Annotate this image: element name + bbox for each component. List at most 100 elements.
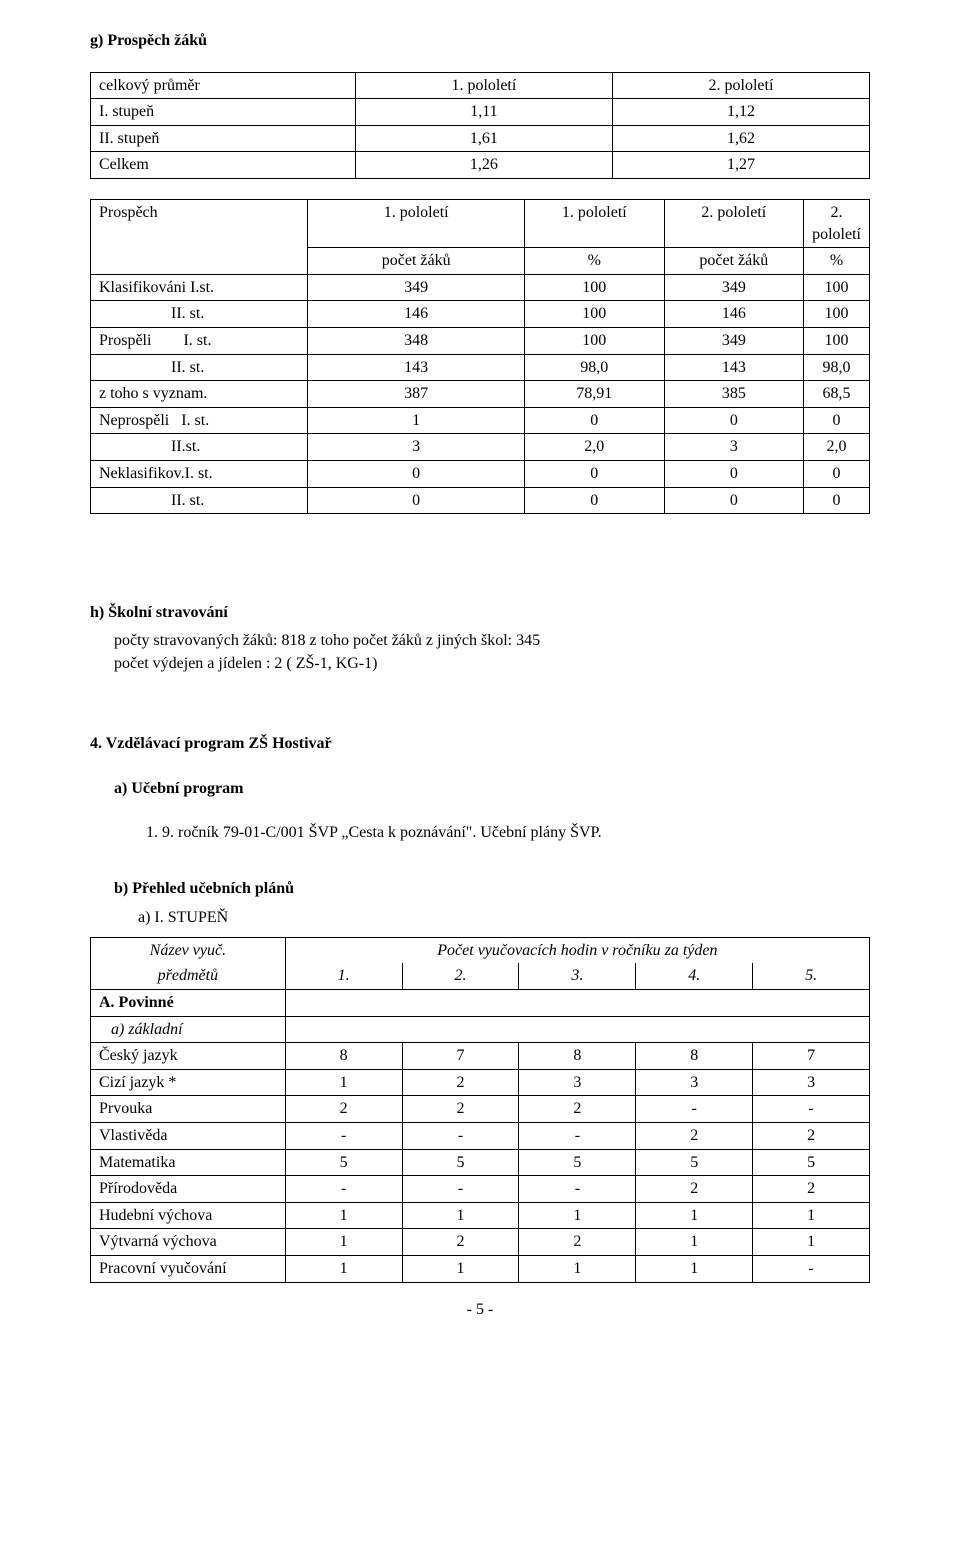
t2-h4b: % xyxy=(804,248,870,275)
table-cell: - xyxy=(519,1123,636,1150)
table-cell: Český jazyk xyxy=(91,1043,286,1070)
table-cell: 0 xyxy=(804,460,870,487)
table-cell: Prvouka xyxy=(91,1096,286,1123)
table-cell: 0 xyxy=(664,460,804,487)
table-cell: - xyxy=(402,1176,519,1203)
table-cell: 1 xyxy=(753,1229,870,1256)
table-cell: 1 xyxy=(402,1202,519,1229)
t2-h2a: 1. pololetí xyxy=(525,199,665,247)
table-cell: 0 xyxy=(664,487,804,514)
t1-r0c0: I. stupeň xyxy=(91,99,356,126)
table-cell: 100 xyxy=(804,274,870,301)
t1-r2c2: 1,27 xyxy=(612,152,869,179)
table-cell: 2 xyxy=(519,1096,636,1123)
table-cell: 146 xyxy=(664,301,804,328)
table-cell: 2,0 xyxy=(804,434,870,461)
section4-b-label: b) Přehled učebních plánů xyxy=(114,878,870,900)
table-cell: - xyxy=(519,1176,636,1203)
t1-h1: 1. pololetí xyxy=(355,72,612,99)
table-cell: 3 xyxy=(519,1069,636,1096)
table-cell: 5 xyxy=(402,1149,519,1176)
table-cell: 2 xyxy=(402,1229,519,1256)
table-cell: 100 xyxy=(525,327,665,354)
section-h-line1: počty stravovaných žáků: 818 z toho poče… xyxy=(114,630,870,652)
table-averages: celkový průměr 1. pololetí 2. pololetí I… xyxy=(90,72,870,179)
section-h-heading: h) Školní stravování xyxy=(90,602,870,624)
table-cell: 100 xyxy=(804,301,870,328)
table-cell: 0 xyxy=(804,407,870,434)
table-cell: 100 xyxy=(804,327,870,354)
section4-b-sub: a) I. STUPEŇ xyxy=(138,907,870,929)
table-cell: II. st. xyxy=(91,487,308,514)
table-cell: 385 xyxy=(664,381,804,408)
table-cell: Přírodověda xyxy=(91,1176,286,1203)
table-cell: - xyxy=(285,1176,402,1203)
t1-r1c1: 1,61 xyxy=(355,125,612,152)
table-cell: 2 xyxy=(753,1123,870,1150)
curr-sub-3: 3. xyxy=(519,963,636,989)
table-cell: 1 xyxy=(519,1255,636,1282)
table-cell: 1 xyxy=(753,1202,870,1229)
curriculum-table: Název vyuč. Počet vyučovacích hodin v ro… xyxy=(90,937,870,1283)
table-cell: 0 xyxy=(804,487,870,514)
t1-r2c1: 1,26 xyxy=(355,152,612,179)
table-cell: 5 xyxy=(636,1149,753,1176)
table-cell: II. st. xyxy=(91,301,308,328)
table-cell: 98,0 xyxy=(804,354,870,381)
table-cell: 2 xyxy=(402,1096,519,1123)
t1-h2: 2. pololetí xyxy=(612,72,869,99)
curr-sub-0: předmětů xyxy=(91,963,286,989)
table-cell: Neprospěli I. st. xyxy=(91,407,308,434)
table-cell: 100 xyxy=(525,274,665,301)
table-cell: 143 xyxy=(664,354,804,381)
t1-r1c0: II. stupeň xyxy=(91,125,356,152)
t2-h2b: % xyxy=(525,248,665,275)
table-cell: - xyxy=(753,1255,870,1282)
curr-group-label: A. Povinné xyxy=(91,990,286,1017)
t1-r0c2: 1,12 xyxy=(612,99,869,126)
table-cell: 2 xyxy=(636,1176,753,1203)
curr-head-tl: Název vyuč. xyxy=(91,937,286,963)
table-cell: 2 xyxy=(402,1069,519,1096)
curr-group-sub: a) základní xyxy=(91,1016,286,1043)
table-cell: Hudební výchova xyxy=(91,1202,286,1229)
section4-a-item: 1. 9. ročník 79-01-C/001 ŠVP „Cesta k po… xyxy=(146,822,870,844)
t1-h0: celkový průměr xyxy=(91,72,356,99)
table-cell: - xyxy=(285,1123,402,1150)
table-cell: 2 xyxy=(519,1229,636,1256)
table-cell: 3 xyxy=(636,1069,753,1096)
section4-a-label: a) Učební program xyxy=(114,778,870,800)
table-cell: Prospěli I. st. xyxy=(91,327,308,354)
table-cell: 3 xyxy=(753,1069,870,1096)
table-cell: 349 xyxy=(664,327,804,354)
table-prospech-detail: Prospěch 1. pololetí 1. pololetí 2. polo… xyxy=(90,199,870,514)
table-cell: 2 xyxy=(636,1123,753,1150)
table-cell: 8 xyxy=(636,1043,753,1070)
table-cell: 1 xyxy=(285,1202,402,1229)
table-cell: 1 xyxy=(636,1255,753,1282)
table-cell: 0 xyxy=(308,460,525,487)
curr-sub-1: 1. xyxy=(285,963,402,989)
table-cell: 387 xyxy=(308,381,525,408)
table-cell: Neklasifikov.I. st. xyxy=(91,460,308,487)
table-cell: 8 xyxy=(519,1043,636,1070)
curr-head-tr: Počet vyučovacích hodin v ročníku za týd… xyxy=(285,937,869,963)
table-cell: 5 xyxy=(285,1149,402,1176)
section-h-line2: počet výdejen a jídelen : 2 ( ZŠ-1, KG-1… xyxy=(114,653,870,675)
section4-title: 4. Vzdělávací program ZŠ Hostivař xyxy=(90,733,870,755)
t2-h3a: 2. pololetí xyxy=(664,199,804,247)
table-cell: Vlastivěda xyxy=(91,1123,286,1150)
table-cell: 2 xyxy=(285,1096,402,1123)
table-cell: - xyxy=(636,1096,753,1123)
page-number: - 5 - xyxy=(90,1299,870,1321)
table-cell: 1 xyxy=(636,1229,753,1256)
table-cell: z toho s vyznam. xyxy=(91,381,308,408)
table-cell: - xyxy=(402,1123,519,1150)
section-g-heading: g) Prospěch žáků xyxy=(90,30,870,52)
table-cell: 1 xyxy=(402,1255,519,1282)
t1-r1c2: 1,62 xyxy=(612,125,869,152)
table-cell: 68,5 xyxy=(804,381,870,408)
table-cell: II. st. xyxy=(91,354,308,381)
table-cell: 349 xyxy=(308,274,525,301)
curr-group-sub-empty xyxy=(285,1016,869,1043)
